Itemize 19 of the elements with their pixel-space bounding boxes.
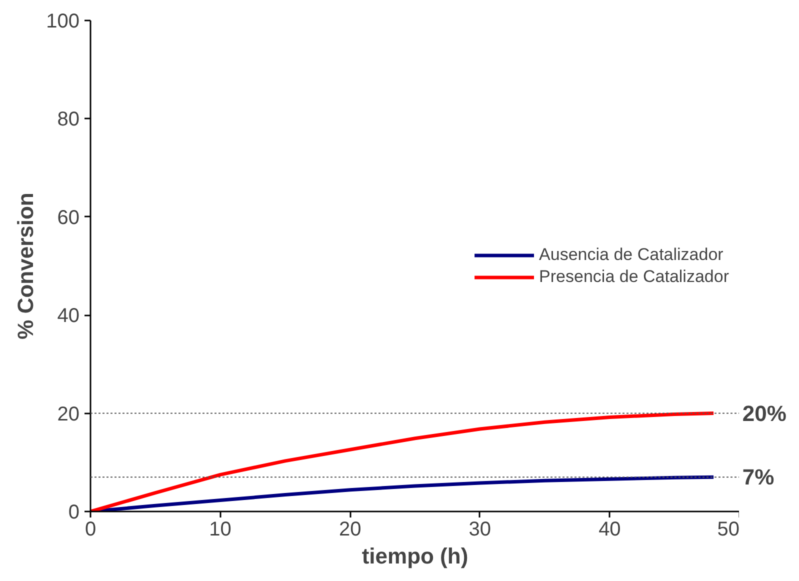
y-axis-title: % Conversion (13, 192, 38, 340)
x-tick-label: 10 (209, 518, 232, 540)
y-tick-label: 20 (57, 403, 80, 426)
x-tick-label: 40 (598, 518, 621, 540)
y-tick-label: 40 (57, 305, 80, 328)
x-tick-label: 0 (84, 518, 96, 540)
legend-label: Ausencia de Catalizador (539, 244, 724, 264)
y-tick-label: 80 (57, 108, 80, 131)
ref-line-label: 20% (742, 400, 786, 426)
x-axis-title: tiempo (h) (362, 544, 468, 568)
line-series (90, 412, 716, 512)
y-tick-label: 100 (46, 10, 80, 32)
legend-label: Presencia de Catalizador (539, 266, 729, 286)
x-tick-label: 20 (338, 518, 362, 540)
x-tick-label: 30 (468, 518, 492, 540)
ref-line-label: 7% (742, 464, 774, 490)
y-tick-label: 60 (57, 206, 80, 229)
y-tick-label: 0 (68, 502, 80, 524)
x-tick-label: 50 (717, 518, 740, 540)
